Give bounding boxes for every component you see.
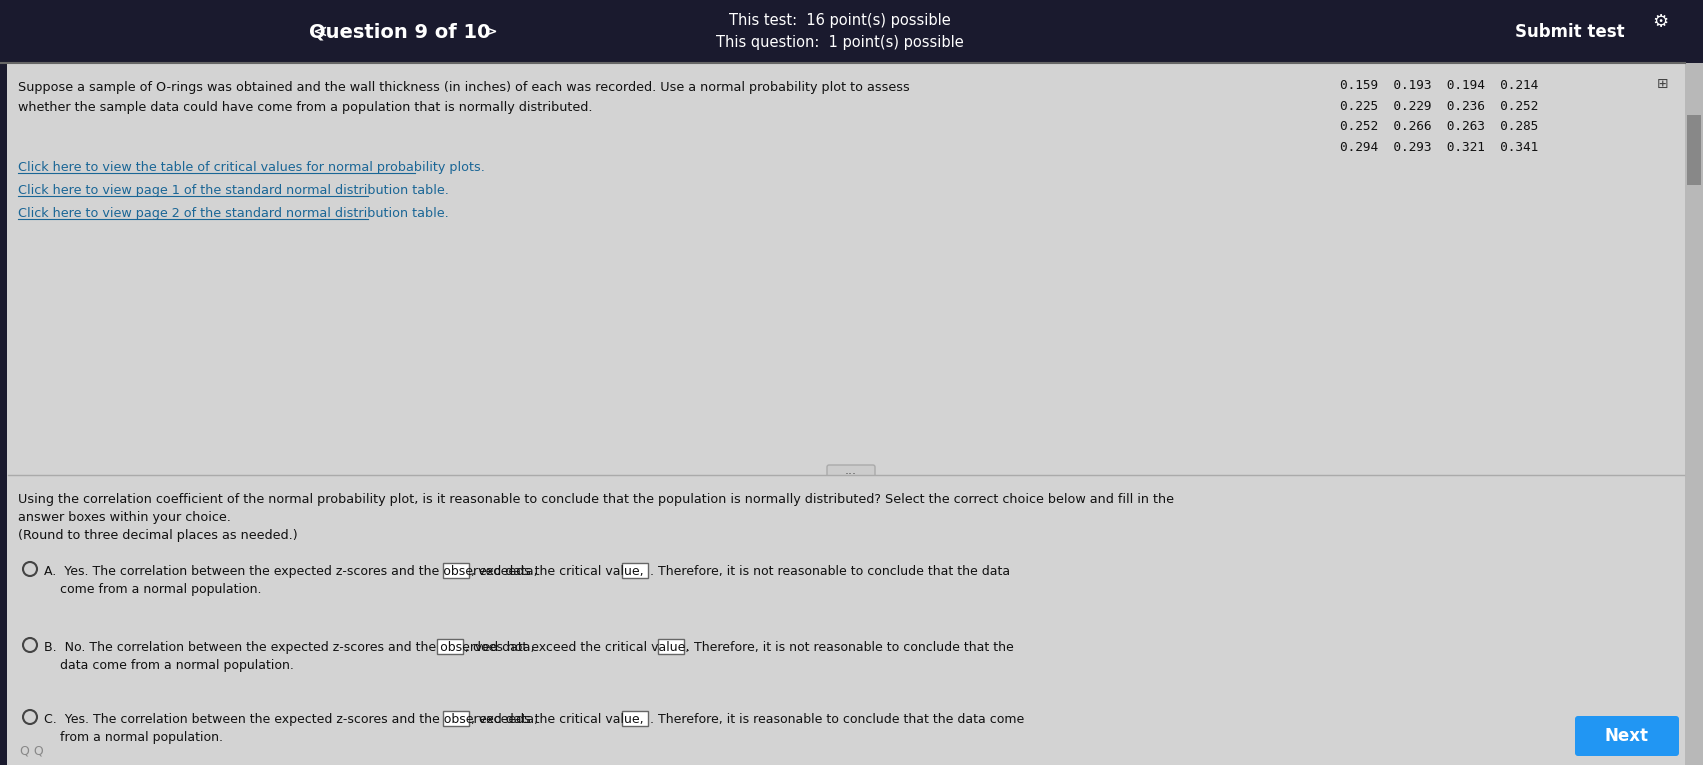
Text: Using the correlation coefficient of the normal probability plot, is it reasonab: Using the correlation coefficient of the… (19, 493, 1173, 506)
FancyBboxPatch shape (622, 563, 647, 578)
Text: , exceeds the critical value,: , exceeds the critical value, (470, 565, 644, 578)
Text: Click here to view page 2 of the standard normal distribution table.: Click here to view page 2 of the standar… (19, 207, 450, 220)
Text: A.  Yes. The correlation between the expected z-scores and the observed data,: A. Yes. The correlation between the expe… (44, 565, 538, 578)
Text: Click here to view the table of critical values for normal probability plots.: Click here to view the table of critical… (19, 161, 485, 174)
FancyBboxPatch shape (0, 0, 7, 765)
FancyBboxPatch shape (443, 563, 468, 578)
Text: (Round to three decimal places as needed.): (Round to three decimal places as needed… (19, 529, 298, 542)
Text: , does not exceed the critical value,: , does not exceed the critical value, (465, 641, 690, 654)
Text: Question 9 of 10: Question 9 of 10 (310, 22, 490, 41)
Text: , exceeds the critical value,: , exceeds the critical value, (470, 713, 644, 726)
FancyBboxPatch shape (828, 465, 875, 485)
Text: C.  Yes. The correlation between the expected z-scores and the observed data,: C. Yes. The correlation between the expe… (44, 713, 538, 726)
Text: . Therefore, it is reasonable to conclude that the data come: . Therefore, it is reasonable to conclud… (651, 713, 1024, 726)
FancyBboxPatch shape (1684, 63, 1703, 765)
Text: answer boxes within your choice.: answer boxes within your choice. (19, 511, 232, 524)
Text: . Therefore, it is not reasonable to conclude that the: . Therefore, it is not reasonable to con… (686, 641, 1013, 654)
Text: from a normal population.: from a normal population. (60, 731, 223, 744)
FancyBboxPatch shape (622, 711, 647, 726)
Text: B.  No. The correlation between the expected z-scores and the observed data,: B. No. The correlation between the expec… (44, 641, 535, 654)
Text: Click here to view page 1 of the standard normal distribution table.: Click here to view page 1 of the standar… (19, 184, 450, 197)
Text: . Therefore, it is not reasonable to conclude that the data: . Therefore, it is not reasonable to con… (651, 565, 1010, 578)
FancyBboxPatch shape (0, 0, 1703, 63)
Text: ⊞: ⊞ (1657, 77, 1669, 91)
Text: Suppose a sample of O-rings was obtained and the wall thickness (in inches) of e: Suppose a sample of O-rings was obtained… (19, 81, 909, 113)
Text: Next: Next (1604, 727, 1649, 745)
Text: <: < (312, 22, 327, 41)
Text: come from a normal population.: come from a normal population. (60, 583, 262, 596)
Text: data come from a normal population.: data come from a normal population. (60, 659, 295, 672)
FancyBboxPatch shape (443, 711, 468, 726)
FancyBboxPatch shape (438, 639, 463, 654)
Text: 0.159  0.193  0.194  0.214
0.225  0.229  0.236  0.252
0.252  0.266  0.263  0.285: 0.159 0.193 0.194 0.214 0.225 0.229 0.23… (1340, 79, 1538, 154)
Text: This test:  16 point(s) possible: This test: 16 point(s) possible (729, 13, 950, 28)
FancyBboxPatch shape (657, 639, 685, 654)
Text: ···: ··· (845, 468, 857, 481)
Text: This question:  1 point(s) possible: This question: 1 point(s) possible (717, 35, 964, 50)
FancyBboxPatch shape (0, 63, 1684, 765)
FancyBboxPatch shape (7, 475, 1684, 765)
Text: Submit test: Submit test (1516, 22, 1625, 41)
FancyBboxPatch shape (1688, 115, 1701, 185)
FancyBboxPatch shape (1575, 716, 1679, 756)
Text: >: > (482, 22, 497, 41)
Text: ⚙: ⚙ (1652, 12, 1667, 31)
Text: Q Q: Q Q (20, 744, 44, 757)
